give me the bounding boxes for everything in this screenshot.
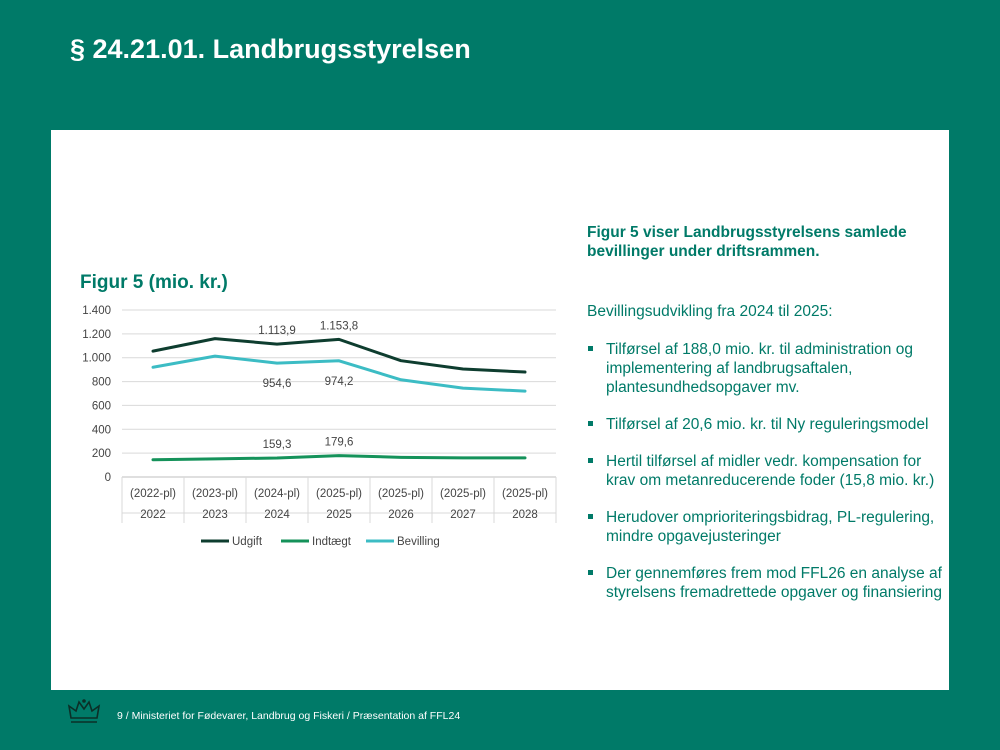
x-tick-label-bottom: 2026 [388, 509, 414, 521]
bullet-square-icon [588, 514, 593, 519]
x-tick-label-top: (2025-pl) [502, 488, 548, 500]
y-tick-label: 1.400 [82, 305, 111, 317]
right-panel: Figur 5 viser Landbrugsstyrelsens samled… [587, 223, 947, 602]
y-tick-label: 1.000 [82, 353, 111, 365]
x-tick-label-top: (2023-pl) [192, 488, 238, 500]
bullet-text: Tilførsel af 188,0 mio. kr. til administ… [606, 341, 913, 396]
x-tick-label-top: (2025-pl) [378, 488, 424, 500]
figure-title: Figur 5 (mio. kr.) [80, 272, 228, 293]
data-label: 179,6 [325, 437, 354, 449]
x-tick-label-bottom: 2023 [202, 509, 228, 521]
bullet-item: Der gennemføres frem mod FFL26 en analys… [587, 564, 947, 602]
x-tick-label-top: (2025-pl) [316, 488, 362, 500]
y-tick-label: 200 [92, 448, 111, 460]
bullet-item: Tilførsel af 20,6 mio. kr. til Ny regule… [587, 415, 947, 434]
slide-title: § 24.21.01. Landbrugsstyrelsen [70, 34, 471, 64]
x-tick-label-bottom: 2024 [264, 509, 290, 521]
data-label: 1.153,8 [320, 320, 358, 332]
y-tick-label: 0 [105, 472, 111, 484]
line-chart: 0 200 400 600 800 1.000 1.200 1.400 (2022-pl) 202… [82, 305, 557, 548]
y-tick-label: 400 [92, 424, 111, 436]
bullet-square-icon [588, 570, 593, 575]
x-tick-label-bottom: 2028 [512, 509, 538, 521]
series-line-udgift [151, 337, 527, 374]
bullet-square-icon [588, 421, 593, 426]
crown-logo-icon [67, 699, 101, 723]
data-label: 974,2 [325, 376, 354, 388]
bullet-text: Tilførsel af 20,6 mio. kr. til Ny regule… [606, 416, 929, 433]
x-tick-label-bottom: 2022 [140, 509, 166, 521]
bullet-text: Hertil tilførsel af midler vedr. kompens… [606, 453, 935, 489]
y-tick-label: 600 [92, 400, 111, 412]
x-tick-label-bottom: 2025 [326, 509, 352, 521]
data-label: 954,6 [263, 378, 292, 390]
y-tick-label: 800 [92, 377, 111, 389]
intro-text: Figur 5 viser Landbrugsstyrelsens samled… [587, 224, 907, 260]
x-tick-label-bottom: 2027 [450, 509, 476, 521]
series-line-indtægt [151, 454, 527, 462]
bullet-square-icon [588, 458, 593, 463]
y-tick-label: 1.200 [82, 329, 111, 341]
x-tick-label-top: (2024-pl) [254, 488, 300, 500]
bullet-list: Tilførsel af 188,0 mio. kr. til administ… [587, 340, 947, 602]
legend-label: Udgift [232, 536, 263, 548]
bullet-text: Der gennemføres frem mod FFL26 en analys… [606, 565, 943, 601]
series-line-bevilling [151, 354, 527, 393]
x-tick-label-top: (2025-pl) [440, 488, 486, 500]
bullet-item: Tilførsel af 188,0 mio. kr. til administ… [587, 340, 947, 397]
legend-label: Indtægt [312, 536, 352, 548]
legend-label: Bevilling [397, 536, 440, 548]
bullet-item: Hertil tilførsel af midler vedr. kompens… [587, 452, 947, 490]
bullet-item: Herudover omprioriteringsbidrag, PL-regu… [587, 508, 947, 546]
bullet-square-icon [588, 346, 593, 351]
subheading: Bevillingsudvikling fra 2024 til 2025: [587, 303, 833, 320]
data-label: 159,3 [263, 439, 292, 451]
footer-text: 9 / Ministeriet for Fødevarer, Landbrug … [117, 710, 461, 722]
x-tick-label-top: (2022-pl) [130, 488, 176, 500]
data-label: 1.113,9 [258, 325, 296, 337]
content-panel: Figur 5 (mio. kr.) 0 200 400 600 800 1.000 1.2… [51, 130, 949, 690]
bullet-text: Herudover omprioriteringsbidrag, PL-regu… [606, 509, 935, 545]
